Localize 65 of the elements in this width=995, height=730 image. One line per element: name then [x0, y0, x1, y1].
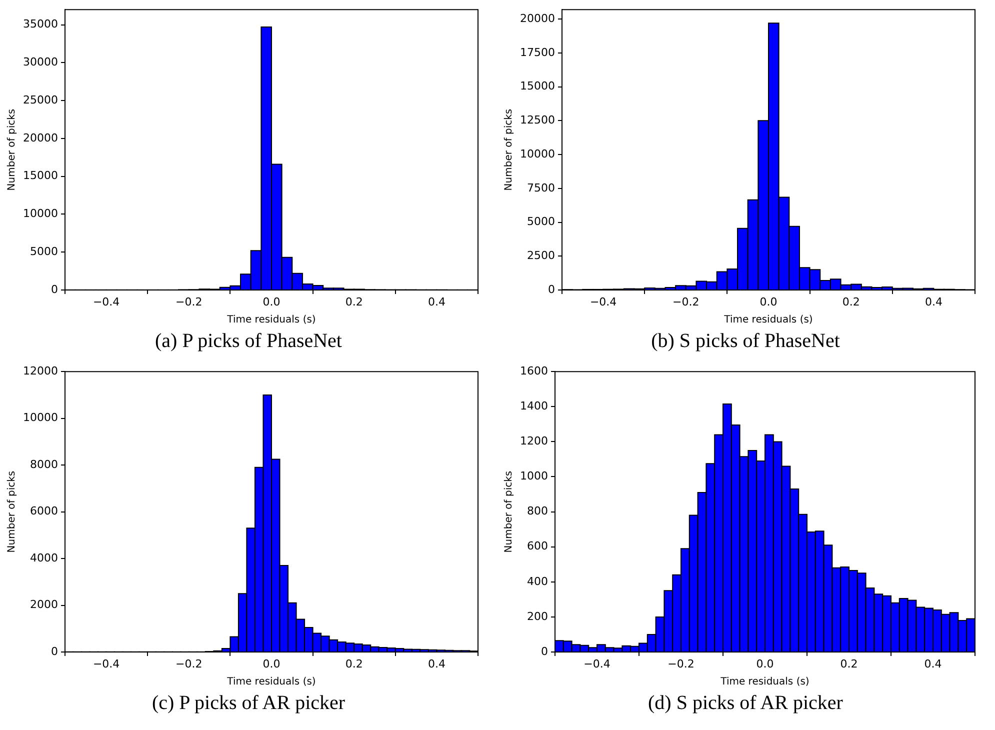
y-tick-label: 8000 [30, 458, 58, 471]
y-tick-label: 10000 [22, 207, 58, 220]
y-tick-label: 17500 [520, 46, 555, 59]
y-axis-title: Number of picks [6, 108, 18, 191]
x-axis-title: Time residuals (s) [226, 314, 316, 326]
text: (c) P picks of AR picker [150, 692, 346, 715]
x-tick-label: −0.2 [176, 295, 202, 308]
y-tick-label: 0 [50, 644, 58, 658]
y-tick-label: 1200 [520, 434, 548, 448]
y-tick-label: 15000 [520, 80, 555, 93]
y-axis-title: Number of picks [504, 108, 515, 191]
y-tick-label: 10000 [520, 147, 555, 160]
x-tick-label: 0.2 [345, 295, 363, 308]
y-tick-label: 0 [540, 644, 548, 658]
y-tick-label: 0 [50, 282, 58, 296]
y-tick-label: 12000 [22, 364, 58, 378]
y-axis-title: Number of picks [6, 470, 18, 553]
x-tick-label: −0.2 [672, 295, 700, 308]
y-tick-label: 10000 [22, 411, 58, 424]
x-tick-label: −0.4 [92, 295, 120, 308]
x-tick-label: 0.0 [756, 657, 774, 670]
y-tick-label: 2500 [526, 248, 555, 262]
x-tick-label: 0.4 [924, 295, 942, 308]
x-tick-label: 0.2 [840, 657, 858, 670]
x-tick-label: 0.2 [842, 295, 860, 308]
x-tick-label: 0.0 [760, 295, 778, 308]
y-tick-label: 600 [526, 540, 548, 553]
y-tick-label: 30000 [22, 56, 58, 69]
y-tick-label: 7500 [526, 181, 555, 194]
y-tick-label: 35000 [22, 18, 58, 31]
y-tick-label: 6000 [30, 504, 58, 518]
y-axis-title: Number of picks [504, 470, 515, 553]
y-tick-label: 1000 [520, 470, 548, 483]
x-tick-label: 0.2 [345, 657, 363, 670]
y-tick-label: 400 [526, 574, 548, 588]
x-tick-label: −0.4 [584, 657, 610, 670]
y-tick-label: 25000 [22, 93, 58, 106]
y-tick-label: 15000 [22, 169, 58, 182]
y-tick-label: 20000 [520, 12, 555, 25]
y-tick-label: 800 [526, 504, 548, 518]
x-axis-title: Time residuals (s) [720, 676, 810, 688]
text: (a) P picks of PhaseNet [154, 330, 343, 353]
x-tick-label: 0.4 [428, 657, 446, 670]
y-tick-label: 2000 [30, 598, 58, 612]
x-tick-label: −0.2 [668, 657, 694, 670]
y-tick-label: 1600 [520, 364, 548, 378]
y-tick-label: 5000 [526, 215, 555, 228]
x-tick-label: −0.2 [176, 657, 202, 670]
y-tick-label: 12500 [520, 114, 555, 127]
x-tick-label: 0.0 [262, 657, 280, 670]
x-axis-title: Time residuals (s) [723, 314, 813, 326]
text: (d) S picks of AR picker [647, 692, 844, 715]
y-tick-label: 20000 [22, 131, 58, 144]
y-tick-label: 4000 [30, 551, 58, 564]
x-tick-label: 0.4 [428, 295, 446, 308]
x-tick-label: −0.4 [92, 657, 120, 670]
y-tick-label: 5000 [30, 244, 58, 258]
y-tick-label: 0 [548, 282, 555, 296]
x-tick-label: 0.0 [262, 295, 280, 308]
x-tick-label: 0.4 [924, 657, 942, 670]
x-tick-label: −0.4 [590, 295, 617, 308]
text: (b) S picks of PhaseNet [650, 330, 841, 353]
x-axis-title: Time residuals (s) [226, 676, 316, 688]
y-tick-label: 200 [526, 610, 548, 623]
y-tick-label: 1400 [520, 400, 548, 413]
